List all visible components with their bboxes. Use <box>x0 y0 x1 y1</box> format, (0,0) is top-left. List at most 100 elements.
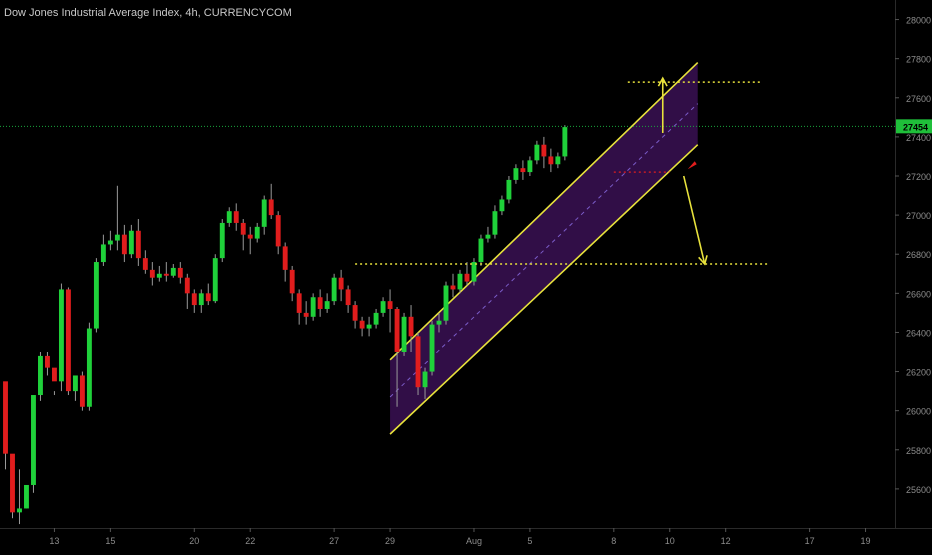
candle-body <box>72 375 78 392</box>
candle <box>128 224 134 259</box>
candle <box>93 258 99 333</box>
candle-body <box>499 199 505 212</box>
time-tick-label: 10 <box>665 536 675 546</box>
channel-layer <box>389 62 699 435</box>
candle-body <box>296 293 302 313</box>
time-axis[interactable]: 13 15 20 22 27 29 Aug 5 8 10 12 17 19 <box>0 528 932 546</box>
candle-body <box>492 211 498 235</box>
candle-body <box>422 371 428 388</box>
candle <box>464 262 470 286</box>
candle <box>17 469 22 525</box>
candle <box>38 352 43 401</box>
price-tick-label: 27600 <box>906 94 931 104</box>
channel-lower-line[interactable] <box>389 144 699 435</box>
candle-body <box>3 381 8 454</box>
candle-body <box>331 277 337 302</box>
candle <box>492 205 498 239</box>
candle-body <box>429 324 435 372</box>
candle <box>485 226 491 243</box>
time-tick-label: 19 <box>861 536 871 546</box>
channel-upper-line[interactable] <box>389 62 699 361</box>
candle <box>345 285 351 313</box>
candle <box>10 453 15 519</box>
candle-body <box>219 222 225 259</box>
candle <box>359 316 365 337</box>
candle <box>548 148 554 173</box>
candle <box>268 183 274 220</box>
candle <box>198 289 204 313</box>
candle <box>170 264 176 278</box>
candle <box>254 222 260 243</box>
price-tick-label: 28000 <box>906 16 931 26</box>
price-tick-label: 27000 <box>906 211 931 221</box>
candle <box>205 283 211 306</box>
candle-body <box>506 179 512 200</box>
candle <box>114 185 120 251</box>
arrow-line[interactable] <box>682 175 706 265</box>
candle-body <box>24 484 29 509</box>
candle <box>275 211 281 255</box>
price-axis[interactable]: 25600 25800 26000 26200 26400 26600 26800 27000… <box>895 0 932 528</box>
candle-body <box>275 215 281 247</box>
candle <box>156 265 162 282</box>
candle-body <box>408 316 414 337</box>
candle-body <box>191 293 197 306</box>
candle-body <box>317 297 323 309</box>
candle <box>450 273 456 298</box>
time-tick-label: 20 <box>189 536 199 546</box>
candle-body <box>51 367 57 382</box>
candle-body <box>415 336 421 388</box>
candle <box>394 307 400 407</box>
candle-body <box>10 453 15 513</box>
candle-body <box>387 301 393 309</box>
candle <box>177 262 183 284</box>
candle <box>282 242 288 282</box>
candle <box>163 262 169 282</box>
candle <box>478 234 484 266</box>
candle <box>142 250 148 274</box>
candle <box>219 219 225 263</box>
candle <box>429 320 435 376</box>
candle <box>471 258 477 286</box>
candle-body <box>436 320 442 325</box>
red-arrow-marker <box>687 161 697 170</box>
candle <box>506 176 512 204</box>
price-tick-label: 27800 <box>906 55 931 65</box>
candle <box>240 219 246 251</box>
candle <box>443 281 449 325</box>
candle <box>457 269 463 294</box>
channel-mid-line[interactable] <box>389 103 699 398</box>
candle-body <box>359 320 365 329</box>
candle <box>520 160 526 180</box>
candle-body <box>352 305 358 321</box>
candle <box>226 207 232 227</box>
candle-body <box>79 375 85 407</box>
price-tick-label: 26600 <box>906 289 931 299</box>
price-tick-label: 26000 <box>906 407 931 417</box>
chart-title: Dow Jones Industrial Average Index, 4h, … <box>4 7 292 19</box>
candle <box>149 262 155 286</box>
time-tick-label: 5 <box>527 536 532 546</box>
candle-body <box>527 160 533 173</box>
candle-body <box>31 395 36 485</box>
candle <box>51 367 57 396</box>
candle-body <box>100 244 106 263</box>
candle <box>513 164 519 184</box>
candle-body <box>324 301 330 309</box>
current-price-badge[interactable] <box>896 119 932 134</box>
candle <box>303 301 309 325</box>
candle-body <box>555 156 561 165</box>
candle-body <box>58 289 64 382</box>
candle-body <box>128 230 134 255</box>
candle-body <box>394 308 400 352</box>
candle-body <box>156 273 162 278</box>
time-tick-label: 12 <box>721 536 731 546</box>
candle <box>331 273 337 306</box>
candle-body <box>163 273 169 276</box>
candle-body <box>548 156 554 165</box>
price-tick-label: 27400 <box>906 133 931 143</box>
candle <box>65 287 71 396</box>
candle-body <box>310 297 316 317</box>
